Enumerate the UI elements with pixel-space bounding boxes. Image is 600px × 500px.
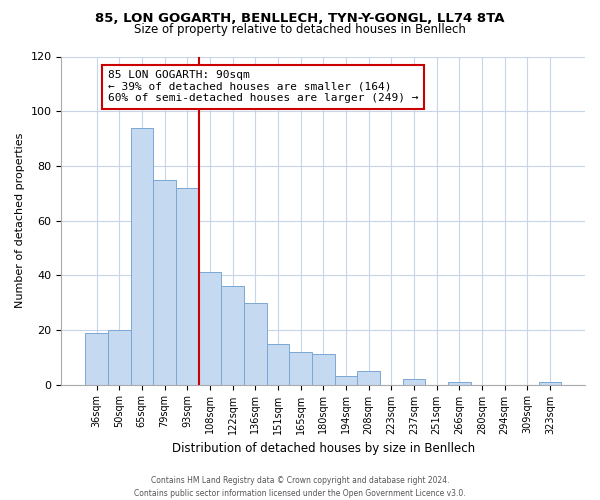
Text: 85, LON GOGARTH, BENLLECH, TYN-Y-GONGL, LL74 8TA: 85, LON GOGARTH, BENLLECH, TYN-Y-GONGL, … bbox=[95, 12, 505, 26]
X-axis label: Distribution of detached houses by size in Benllech: Distribution of detached houses by size … bbox=[172, 442, 475, 455]
Bar bbox=[357, 371, 380, 384]
Text: Contains HM Land Registry data © Crown copyright and database right 2024.
Contai: Contains HM Land Registry data © Crown c… bbox=[134, 476, 466, 498]
Bar bbox=[176, 188, 199, 384]
Bar bbox=[221, 286, 244, 384]
Bar bbox=[199, 272, 221, 384]
Bar bbox=[153, 180, 176, 384]
Bar bbox=[131, 128, 153, 384]
Bar bbox=[289, 352, 312, 384]
Bar bbox=[108, 330, 131, 384]
Bar bbox=[539, 382, 561, 384]
Bar bbox=[448, 382, 470, 384]
Text: 85 LON GOGARTH: 90sqm
← 39% of detached houses are smaller (164)
60% of semi-det: 85 LON GOGARTH: 90sqm ← 39% of detached … bbox=[108, 70, 418, 103]
Bar bbox=[335, 376, 357, 384]
Bar bbox=[85, 332, 108, 384]
Y-axis label: Number of detached properties: Number of detached properties bbox=[15, 133, 25, 308]
Bar bbox=[312, 354, 335, 384]
Bar bbox=[244, 302, 266, 384]
Text: Size of property relative to detached houses in Benllech: Size of property relative to detached ho… bbox=[134, 22, 466, 36]
Bar bbox=[266, 344, 289, 384]
Bar bbox=[403, 379, 425, 384]
